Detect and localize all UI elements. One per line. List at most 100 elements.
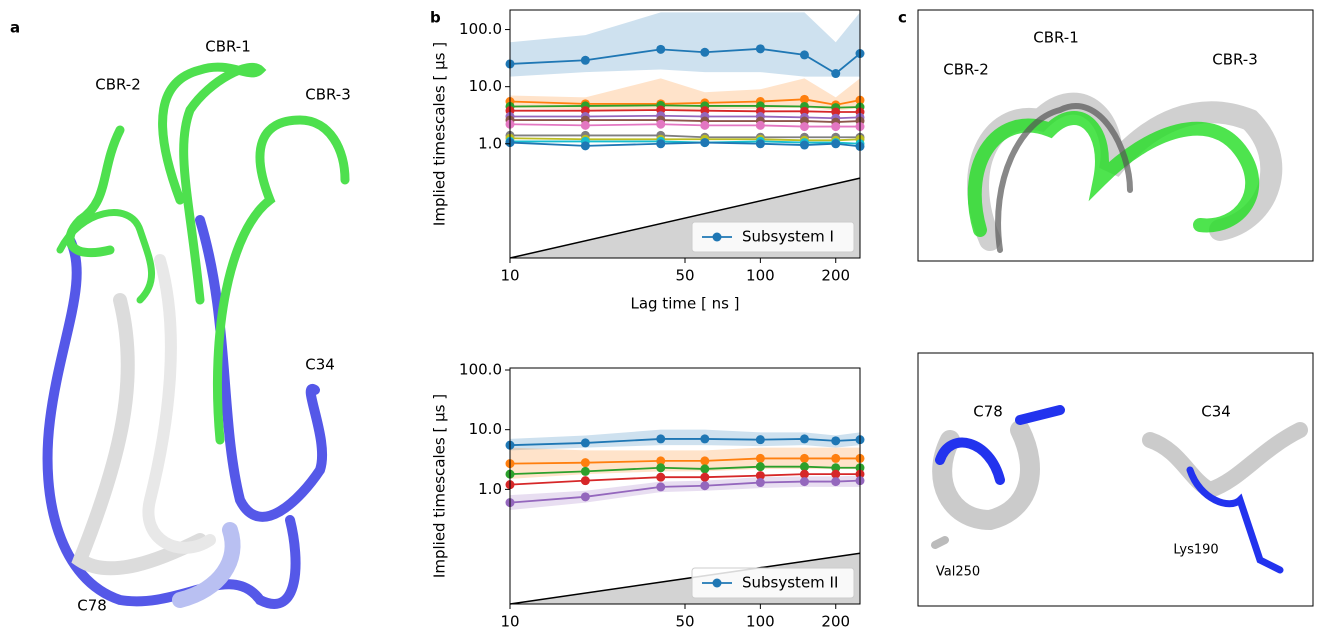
y-axis-title: Implied timescales [ µs ] [431,42,449,226]
x-tick-label: 10 [500,613,519,631]
marker [831,107,841,117]
marker [755,120,765,130]
annotation: C34 [305,356,335,374]
series-line [509,141,861,148]
structure-box [917,352,1314,607]
panel-label: c [898,9,907,27]
marker [799,469,809,479]
marker [700,464,710,474]
marker [831,139,841,149]
y-tick-label: 100.0 [459,20,502,38]
y-tick-label: 1.0 [478,134,502,152]
marker [700,472,710,482]
x-tick-label: 10 [500,267,519,285]
marker [700,456,710,466]
series-line [509,438,861,447]
marker [755,478,765,488]
marker [799,94,809,104]
confidence-band [510,78,860,111]
marker [755,44,765,54]
series-line [509,465,860,476]
annotation: CBR-3 [305,86,351,104]
marker [656,463,666,473]
x-tick-label: 200 [821,267,850,285]
series-line [509,457,860,465]
annotation: CBR-3 [1212,51,1258,69]
marker [799,140,809,150]
series-line [509,479,861,504]
marker [799,462,809,472]
y-tick-label: 10.0 [469,77,502,95]
marker [831,453,841,463]
protein-ribbon [42,62,350,609]
x-tick-label: 100 [746,267,775,285]
marker [799,122,809,132]
legend-label: Subsystem II [742,574,838,592]
legend-label: Subsystem I [742,228,834,246]
annotation: C78 [973,403,1003,421]
confidence-band [510,475,860,511]
series-line [509,473,860,486]
marker [580,476,590,486]
marker [700,481,710,491]
annotation: Lys190 [1173,543,1218,558]
x-axis-title: Lag time [ ns ] [630,295,739,313]
marker [755,462,765,472]
confidence-band [510,12,860,77]
annotation: CBR-2 [95,76,141,94]
marker [656,44,666,54]
series-line [509,104,861,109]
marker [580,55,590,65]
annotation: CBR-1 [1033,29,1079,47]
marker [580,438,590,448]
marker [831,69,841,79]
marker [755,435,765,445]
marker [700,434,710,444]
marker [580,141,590,151]
y-tick-label: 10.0 [469,420,502,438]
marker [700,47,710,57]
x-tick-label: 200 [821,613,850,631]
marker [831,469,841,479]
legend-swatch [712,232,722,242]
marker [580,492,590,502]
series-line [510,140,861,145]
lag-line [509,552,861,605]
marker [831,436,841,446]
panel-label: a [10,19,20,37]
marker [656,119,666,129]
series-line [510,109,860,113]
marker [656,139,666,149]
marker [700,138,710,148]
confidence-band [510,429,860,451]
x-tick-label: 50 [675,613,694,631]
marker [656,456,666,466]
series-line [509,123,860,128]
series-line [509,98,861,106]
legend-swatch [712,578,722,588]
lag-line [509,177,861,259]
marker [799,477,809,487]
structure-overlay [931,405,1308,574]
series-line [510,134,860,139]
annotation: Val250 [936,565,980,580]
annotation: CBR-2 [943,61,989,79]
marker [656,434,666,444]
marker [799,50,809,60]
marker [656,472,666,482]
series-line [509,137,861,142]
marker [580,120,590,130]
marker [799,453,809,463]
marker [700,120,710,130]
y-tick-label: 1.0 [478,480,502,498]
marker [799,434,809,444]
legend-box [691,567,855,599]
marker [580,458,590,468]
marker [580,466,590,476]
legend-box [691,221,855,253]
annotation: CBR-1 [205,38,251,56]
x-tick-label: 100 [746,613,775,631]
marker [755,139,765,149]
y-tick-label: 100.0 [459,360,502,378]
